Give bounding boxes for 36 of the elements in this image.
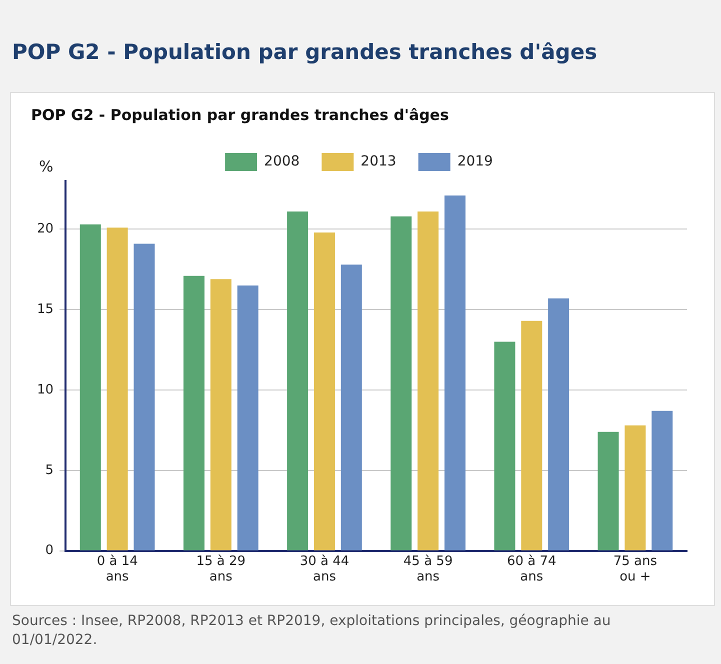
x-tick-label: 15 à 29 ans [196,554,246,585]
y-tick-label: 0 [45,543,54,558]
legend-label: 2013 [360,154,396,170]
bar [652,410,673,550]
bar [237,286,258,550]
legend-label: 2008 [264,154,300,170]
chart-subtitle: POP G2 - Population par grandes tranches d'âges [31,106,449,124]
y-axis-title: % [39,157,54,176]
bar [183,276,204,550]
bar [210,279,232,550]
x-tick-label: 30 à 44 ans [300,554,350,585]
y-tick-label: 10 [36,382,54,398]
bar [521,320,542,550]
x-tick-label: 60 à 74 ans [506,554,556,585]
bar [287,212,308,550]
y-tick-label: 20 [36,222,54,237]
bar [314,232,335,550]
bar [598,432,619,550]
bar [548,298,570,550]
bar [494,342,516,550]
bar [134,244,155,550]
bar [80,224,101,550]
bar [418,212,439,550]
x-tick-label: 0 à 14 ans [96,554,138,585]
bar [444,195,466,550]
chart-title: POP G2 - Population par grandes tranches d'âges [12,40,598,64]
bar [624,425,646,550]
y-tick-label: 5 [45,462,54,478]
source-note: Sources : Insee, RP2008, RP2013 et RP2019, exploitations principales, géographie au 01/01/2022. [12,612,612,650]
legend-label: 2019 [457,154,493,170]
x-tick-label: 75 ans ou + [613,554,658,585]
bar [390,216,412,550]
y-tick-label: 15 [36,302,54,317]
bar [106,228,128,550]
x-tick-label: 45 à 59 ans [403,554,453,585]
bar [340,264,362,550]
